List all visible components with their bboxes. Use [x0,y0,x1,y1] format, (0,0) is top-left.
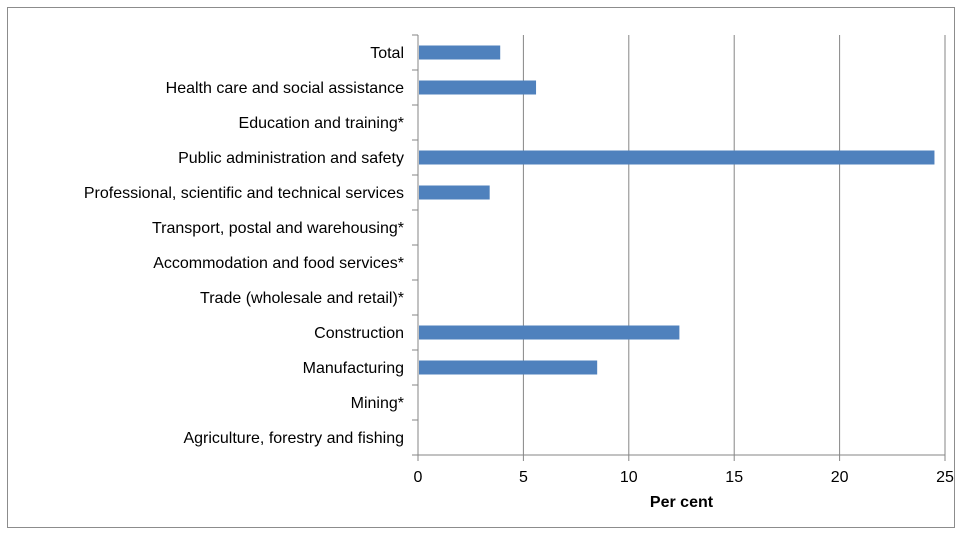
bar [419,150,935,165]
category-label: Transport, postal and warehousing* [152,220,404,237]
bar [419,80,537,95]
category-label: Trade (wholesale and retail)* [200,290,404,307]
x-tick-label: 10 [620,469,638,486]
category-label: Education and training* [239,115,404,132]
category-label: Accommodation and food services* [153,255,404,272]
category-label: Mining* [351,395,404,412]
bar [419,325,680,340]
chart-frame [7,7,955,528]
category-label: Total [370,45,404,62]
category-label: Construction [314,325,404,342]
category-label: Agriculture, forestry and fishing [183,430,404,447]
gridlines [522,35,946,455]
bar [419,185,490,200]
category-label: Professional, scientific and technical s… [84,185,404,202]
category-labels: Total Health care and social assistance Ed… [84,45,404,447]
x-tick-label: 15 [725,469,743,486]
x-tick-label: 0 [414,469,423,486]
x-tick-labels: 0 5 10 15 20 25 [414,469,954,486]
category-label: Health care and social assistance [166,80,404,97]
x-axis-label: Per cent [650,494,714,511]
x-tick-label: 5 [519,469,528,486]
category-label: Public administration and safety [178,150,404,167]
bar [419,360,598,375]
category-label: Manufacturing [303,360,404,377]
bar [419,45,501,60]
x-tick-label: 25 [936,469,954,486]
x-tick-label: 20 [831,469,849,486]
bars [419,45,935,375]
axes [412,34,946,461]
